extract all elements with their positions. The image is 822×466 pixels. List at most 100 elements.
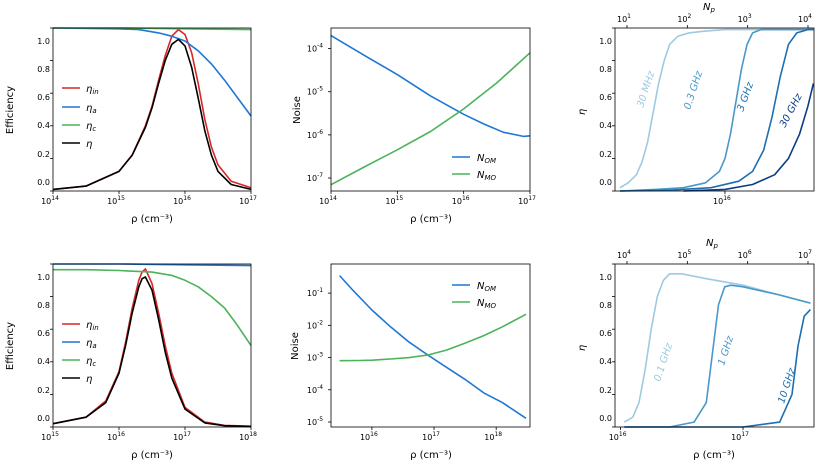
plot-area: 1016 1017 1018 10-5 10-4 10-3 10-2 10-1	[307, 275, 527, 442]
y-tick-label: 10-6	[307, 129, 323, 140]
y-tick-label: 0.4	[37, 357, 50, 366]
annotation-30-ghz: 30 GHz	[778, 91, 805, 129]
y-tick-label: 0.4	[37, 121, 50, 130]
y-tick-label: 0.4	[599, 357, 612, 366]
legend-label-eta-a: ηa	[86, 338, 97, 350]
y-axis-label: Efficiency	[5, 322, 16, 370]
y-tick-label: 10-3	[307, 352, 323, 363]
panel-top-middle-noise: 1014 1015 1016 1017 10-7 10-6 10-5 10-4 Noise ρ…	[292, 27, 536, 225]
series-line	[339, 275, 527, 419]
legend-label-eta-c: ηc	[86, 356, 96, 368]
y-tick-labels: 0.0 0.2 0.4 0.6 0.8 1.0	[599, 37, 612, 187]
y-tick-labels: 0.0 0.2 0.4 0.6 0.8 1.0	[37, 37, 50, 187]
y-tick-label: 1.0	[37, 273, 50, 282]
top-tick-label: 105	[677, 249, 691, 260]
y-tick-label: 1.0	[599, 273, 612, 282]
series-line	[683, 83, 815, 192]
legend-label-n-om: NOM	[477, 153, 496, 165]
series-line	[624, 284, 811, 428]
x-axis-label: ρ (cm⁻³)	[131, 214, 173, 225]
legend-label-eta-a: ηa	[86, 103, 97, 115]
legend: ηin ηa ηc η	[62, 84, 99, 150]
series-line	[619, 28, 814, 189]
x-tick-label: 1018	[239, 431, 257, 442]
x-tick-label: 1015	[385, 195, 403, 206]
y-tick-label: 1.0	[599, 37, 612, 46]
axes-frame	[52, 27, 252, 192]
plot-area: 1014 1015 1016 1017 10-7 10-6 10-5 10-4	[307, 34, 536, 206]
panel-top-left-efficiency: 1014 1015 1016 1017 0.0 0.2 0.4 0.6 0.8 1.0…	[5, 27, 257, 225]
y-tick-label: 0.8	[599, 65, 612, 74]
series-line	[53, 268, 252, 346]
y-tick-label: 0.8	[37, 65, 50, 74]
y-tick-label: 0.2	[599, 386, 612, 395]
y-tick-label: 0.0	[599, 414, 612, 423]
y-tick-label: 10-4	[307, 384, 323, 395]
y-tick-labels: 0.0 0.2 0.4 0.6 0.8 1.0	[37, 273, 50, 423]
y-tick-label: 0.8	[37, 301, 50, 310]
y-tick-labels: 0.0 0.2 0.4 0.6 0.8 1.0	[599, 273, 612, 423]
y-tick-label: 0.2	[37, 150, 50, 159]
x-tick-label: 1017	[422, 431, 440, 442]
legend-label-eta: η	[86, 374, 92, 385]
y-axis-label: Noise	[292, 96, 303, 124]
x-tick-label: 1014	[319, 195, 337, 206]
legend-label-n-mo: NMO	[477, 170, 497, 182]
y-tick-label: 0.6	[37, 329, 50, 338]
annotation-0-1-ghz: 0.1 GHz	[652, 341, 675, 383]
y-tick-label: 10-5	[307, 86, 323, 97]
x-axis-label: ρ (cm⁻³)	[410, 450, 452, 461]
y-axis-label: Efficiency	[5, 86, 16, 134]
x-tick-label: 1016	[107, 431, 125, 442]
legend-label-eta-c: ηc	[86, 121, 96, 133]
axes-frame	[614, 27, 815, 192]
y-tick-label: 1.0	[37, 37, 50, 46]
legend-label-n-om: NOM	[477, 281, 496, 293]
y-axis-label: η	[577, 109, 588, 115]
y-tick-label: 0.0	[599, 178, 612, 187]
y-tick-label: 0.8	[599, 301, 612, 310]
axes-frame	[614, 263, 815, 428]
x-axis-label: ρ (cm⁻³)	[131, 450, 173, 461]
x-tick-label: 1017	[173, 431, 191, 442]
y-tick-label: 0.0	[37, 414, 50, 423]
series-line	[330, 34, 531, 138]
plot-area: 1016 101 102 103 104	[612, 13, 815, 206]
x-tick-label: 1014	[41, 195, 59, 206]
top-axis-label: Np	[703, 2, 715, 14]
panel-top-right-eta: 1016 101 102 103 104 0.0 0.2 0.4 0.6 0.8 1.0…	[577, 2, 815, 206]
x-axis-label: ρ (cm⁻³)	[410, 214, 452, 225]
y-tick-label: 10-7	[307, 172, 323, 183]
top-tick-label: 102	[677, 13, 691, 24]
legend: NOM NMO	[452, 281, 497, 310]
series-line	[619, 28, 814, 192]
top-tick-label: 107	[798, 249, 812, 260]
series-line	[52, 38, 252, 191]
legend-label-eta-in: ηin	[86, 320, 99, 332]
top-tick-label: 103	[738, 13, 752, 24]
y-tick-label: 0.6	[37, 93, 50, 102]
series-line	[339, 313, 527, 362]
y-tick-label: 0.2	[37, 386, 50, 395]
plot-area: 1016 1017 104 105 106 107	[609, 249, 812, 442]
y-tick-label: 0.6	[599, 93, 612, 102]
series-line	[330, 52, 531, 186]
series-line	[52, 27, 252, 117]
panel-bottom-right-eta: 1016 1017 104 105 106 107 0.0 0.2 0.4 0.6 0.8…	[577, 238, 815, 461]
y-tick-label: 0.2	[599, 150, 612, 159]
annotation-10-ghz: 10 GHz	[776, 366, 798, 405]
y-tick-label: 10-2	[307, 319, 323, 330]
y-tick-label: 0.4	[599, 121, 612, 130]
x-tick-label: 1017	[518, 195, 536, 206]
x-tick-label: 1017	[239, 195, 257, 206]
y-axis-label: Noise	[290, 332, 301, 360]
top-tick-label: 101	[617, 13, 631, 24]
axes-frame	[52, 263, 252, 428]
x-tick-label: 1018	[484, 431, 502, 442]
x-tick-label: 1016	[360, 431, 378, 442]
legend-label-eta-in: ηin	[86, 84, 99, 96]
series-line	[623, 272, 811, 423]
panel-bottom-left-efficiency: 1015 1016 1017 1018 0.0 0.2 0.4 0.6 0.8 1.0…	[5, 263, 257, 461]
x-tick-label: 1015	[107, 195, 125, 206]
